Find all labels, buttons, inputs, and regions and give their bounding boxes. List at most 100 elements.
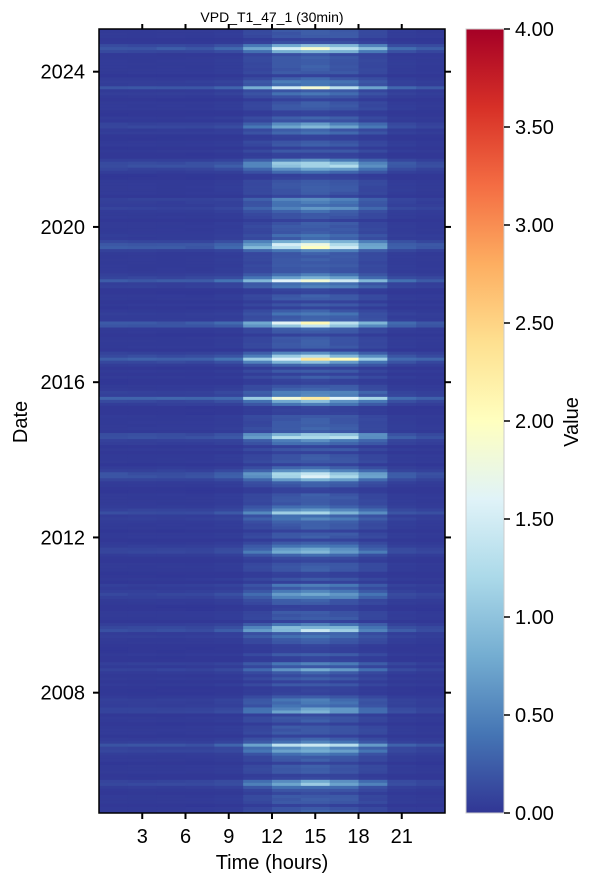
heatmap-cell: [156, 749, 186, 754]
heatmap-cell: [272, 650, 302, 654]
heatmap-row: [99, 56, 446, 60]
heatmap-cell: [416, 430, 446, 434]
heatmap-cell: [300, 387, 331, 392]
heatmap-cell: [185, 312, 215, 316]
heatmap-row: [99, 629, 446, 633]
heatmap-cell: [214, 427, 244, 431]
heatmap-cell: [127, 686, 158, 690]
heatmap-cell: [358, 44, 388, 48]
heatmap-row: [99, 276, 446, 280]
heatmap-cell: [387, 363, 417, 368]
heatmap-cell: [329, 562, 359, 567]
heatmap-cell: [185, 710, 215, 714]
heatmap-cell: [156, 629, 186, 633]
heatmap-cell: [214, 228, 244, 232]
heatmap-cell: [99, 348, 129, 353]
heatmap-cell: [127, 249, 158, 253]
heatmap-cell: [358, 215, 388, 220]
heatmap-cell: [99, 701, 129, 705]
heatmap-cell: [214, 716, 244, 720]
heatmap-cell: [300, 716, 331, 720]
heatmap-cell: [329, 773, 359, 778]
heatmap-cell: [416, 267, 446, 271]
heatmap-cell: [300, 47, 331, 51]
heatmap-cell: [300, 149, 331, 154]
heatmap-cell: [243, 408, 273, 413]
heatmap-cell: [387, 559, 417, 564]
heatmap-cell: [387, 152, 417, 157]
heatmap-cell: [99, 520, 129, 524]
heatmap-cell: [358, 719, 388, 723]
heatmap-cell: [127, 158, 158, 163]
heatmap-row: [99, 436, 446, 440]
heatmap-cell: [99, 740, 129, 745]
heatmap-cell: [387, 339, 417, 343]
heatmap-cell: [416, 312, 446, 316]
heatmap-cell: [243, 499, 273, 503]
heatmap-cell: [99, 336, 129, 340]
heatmap-cell: [99, 228, 129, 232]
heatmap-cell: [329, 629, 359, 633]
heatmap-cell: [358, 595, 388, 600]
heatmap-cell: [329, 47, 359, 51]
heatmap-cell: [185, 421, 215, 425]
heatmap-cell: [329, 318, 359, 322]
heatmap-cell: [329, 647, 359, 651]
heatmap-row: [99, 104, 446, 108]
heatmap-cell: [185, 387, 215, 392]
heatmap-cell: [156, 417, 186, 422]
heatmap-row: [99, 466, 446, 470]
heatmap-cell: [214, 197, 244, 202]
heatmap-cell: [214, 285, 244, 289]
heatmap-cell: [387, 647, 417, 651]
heatmap-row: [99, 439, 446, 443]
heatmap-cell: [243, 122, 273, 126]
heatmap-cell: [300, 65, 331, 69]
heatmap-cell: [185, 689, 215, 693]
heatmap-cell: [156, 794, 186, 799]
heatmap-cell: [185, 95, 215, 99]
heatmap-cell: [214, 776, 244, 781]
heatmap-cell: [127, 604, 158, 609]
heatmap-cell: [127, 571, 158, 576]
heatmap-cell: [416, 737, 446, 742]
heatmap-cell: [329, 523, 359, 527]
heatmap-cell: [329, 505, 359, 509]
heatmap-cell: [358, 737, 388, 742]
heatmap-cell: [358, 502, 388, 506]
heatmap-cell: [127, 466, 158, 470]
heatmap-cell: [272, 595, 302, 600]
heatmap-cell: [329, 176, 359, 181]
heatmap-cell: [185, 782, 215, 787]
heatmap-cell: [272, 478, 302, 482]
heatmap-cell: [416, 731, 446, 735]
heatmap-cell: [243, 635, 273, 639]
heatmap-cell: [127, 797, 158, 802]
heatmap-cell: [99, 451, 129, 455]
heatmap-cell: [243, 610, 273, 615]
heatmap-cell: [156, 273, 186, 277]
heatmap-cell: [329, 427, 359, 431]
heatmap-cell: [99, 421, 129, 425]
heatmap-cell: [272, 523, 302, 527]
heatmap-cell: [358, 369, 388, 374]
heatmap-cell: [214, 44, 244, 48]
heatmap-row: [99, 234, 446, 238]
heatmap-cell: [300, 523, 331, 527]
heatmap-cell: [300, 502, 331, 506]
heatmap-cell: [99, 592, 129, 597]
heatmap-cell: [127, 402, 158, 407]
heatmap-cell: [329, 173, 359, 178]
heatmap-cell: [99, 221, 129, 226]
heatmap-cell: [156, 35, 186, 39]
heatmap-cell: [214, 122, 244, 126]
heatmap-cell: [387, 496, 417, 500]
heatmap-cell: [272, 333, 302, 337]
heatmap-cell: [99, 610, 129, 615]
heatmap-cell: [387, 327, 417, 331]
heatmap-cell: [214, 261, 244, 265]
heatmap-cell: [214, 487, 244, 491]
heatmap-cell: [99, 797, 129, 802]
heatmap-cell: [329, 240, 359, 244]
heatmap-cell: [358, 249, 388, 253]
